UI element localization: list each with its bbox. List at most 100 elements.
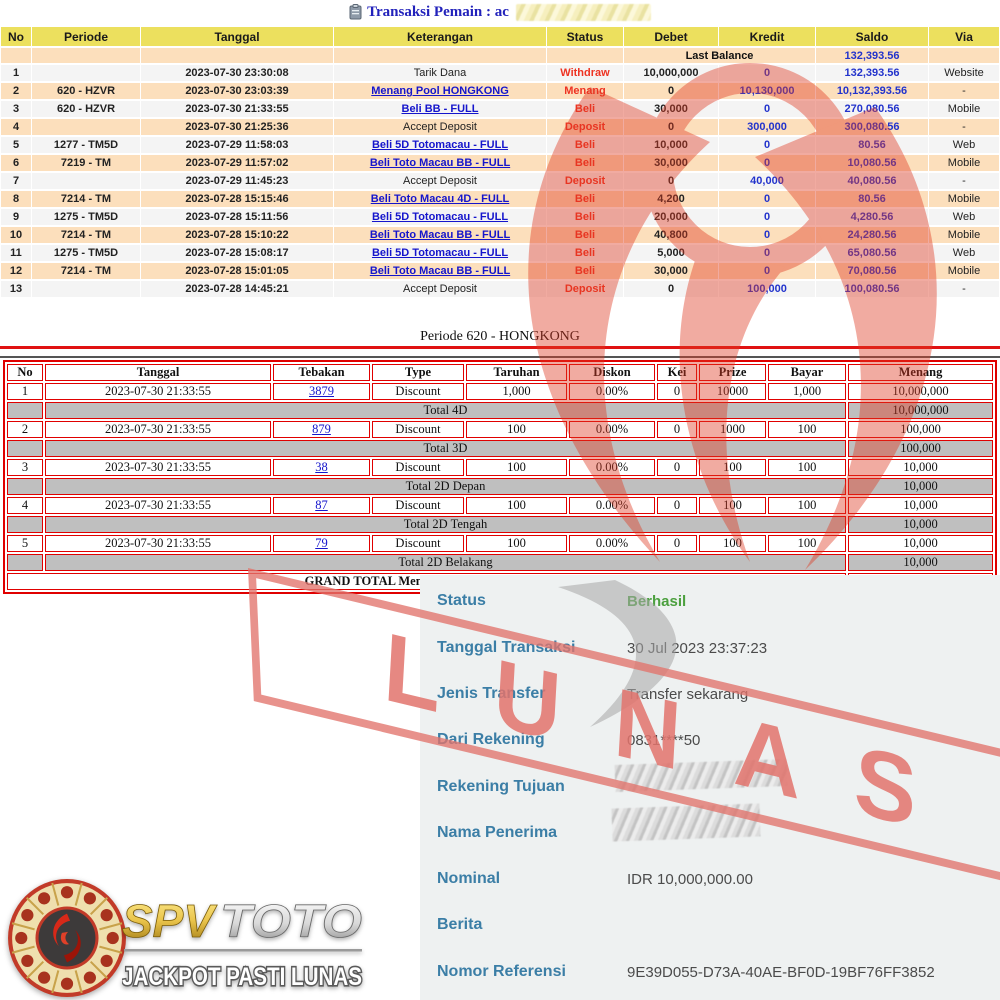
receipt-value: 0831****50 [627,732,701,749]
receipt-label: Berita [437,916,483,933]
tebakan-link[interactable]: 79 [315,536,328,550]
periode-caption: Periode 620 - HONGKONG [420,329,580,344]
receipt-row: Rekening Tujuan [420,778,1000,802]
last-balance-row: Last Balance 132,393.56 [1,48,999,63]
total-row: Total 2D Depan 10,000 [7,478,993,495]
col-via: Via [929,27,999,46]
receipt-label: Nominal [437,870,501,887]
receipt-row: Status Berhasil [420,592,1000,616]
col-tebakan: Tebakan [273,364,370,381]
status-cell: Withdraw [547,65,623,81]
tebakan-link[interactable]: 3879 [309,384,334,398]
keterangan-link[interactable]: Beli Toto Macau BB - FULL [369,229,511,241]
no-cell: 7 [1,173,31,189]
tanggal-cell: 2023-07-28 15:10:22 [141,227,333,243]
no-cell: 8 [1,191,31,207]
col-taruhan: Taruhan [466,364,567,381]
keterangan-link[interactable]: Beli 5D Totomacau - FULL [371,247,509,259]
col-type: Type [372,364,464,381]
debet-cell: 0 [624,281,718,297]
saldo-cell: 70,080.56 [816,263,928,279]
total-label: Total 2D Depan [45,478,846,495]
keterangan-cell: Menang Pool HONGKONG [334,83,546,99]
site-logo: SPV TOTO JACKPOT PASTI LUNAS [0,865,420,1000]
receipt-label: Dari Rekening [437,731,545,748]
last-balance-label: Last Balance [624,48,815,63]
col-tanggal: Tanggal [45,364,271,381]
tanggal-cell: 2023-07-28 15:08:17 [141,245,333,261]
keterangan-cell: Beli Toto Macau BB - FULL [334,227,546,243]
tebakan-link[interactable]: 879 [312,422,331,436]
tanggal-cell: 2023-07-29 11:57:02 [141,155,333,171]
tanggal-cell: 2023-07-30 21:33:55 [141,101,333,117]
debet-cell: 30,000 [624,155,718,171]
tebakan-link[interactable]: 87 [315,498,328,512]
periode-cell: 7214 - TM [32,263,140,279]
keterangan-link[interactable]: Beli 5D Totomacau - FULL [371,211,509,223]
receipt-label: Jenis Transfer [437,685,546,702]
no-cell: 2 [1,83,31,99]
periode-cell: 1275 - TM5D [32,209,140,225]
table-row: 13 2023-07-28 14:45:21 Accept Deposit Depos… [1,281,999,297]
detail-row: 4 2023-07-30 21:33:55 87 Discount 100 0.00% 0 1… [7,497,993,514]
total-value: 10,000 [848,554,993,571]
col-kei: Kei [657,364,697,381]
keterangan-link[interactable]: Beli Toto Macau 4D - FULL [370,193,510,205]
zodiac-animal-glyphs [15,886,119,990]
tanggal-cell: 2023-07-30 21:25:36 [141,119,333,135]
col-saldo: Saldo [816,27,928,46]
receipt-label: Tanggal Transaksi [437,639,576,656]
keterangan-cell: Beli Toto Macau BB - FULL [334,155,546,171]
status-cell: Menang [547,83,623,99]
debet-cell: 10,000,000 [624,65,718,81]
periode-cell [32,65,140,81]
kredit-cell: 0 [719,101,815,117]
total-row: Total 2D Tengah 10,000 [7,516,993,533]
via-cell: - [929,173,999,189]
via-cell: Web [929,137,999,153]
table-row: 2 620 - HZVR 2023-07-30 23:03:39 Menang Poo… [1,83,999,99]
red-divider [0,346,1000,349]
keterangan-link[interactable]: Beli 5D Totomacau - FULL [371,139,509,151]
status-cell: Beli [547,155,623,171]
keterangan-link[interactable]: Beli Toto Macau BB - FULL [369,265,511,277]
receipt-row: Nama Penerima [420,824,1000,848]
receipt-value: IDR 10,000,000.00 [627,871,753,888]
kredit-cell: 0 [719,65,815,81]
via-cell: Web [929,209,999,225]
tebakan-link[interactable]: 38 [315,460,328,474]
status-cell: Beli [547,101,623,117]
col-keterangan: Keterangan [334,27,546,46]
detail-row: 3 2023-07-30 21:33:55 38 Discount 100 0.00% 0 1… [7,459,993,476]
saldo-cell: 300,080.56 [816,119,928,135]
tanggal-cell: 2023-07-30 23:30:08 [141,65,333,81]
saldo-cell: 24,280.56 [816,227,928,243]
keterangan-link[interactable]: Menang Pool HONGKONG [371,85,509,97]
via-cell: Mobile [929,101,999,117]
keterangan-cell: Beli 5D Totomacau - FULL [334,245,546,261]
debet-cell: 4,200 [624,191,718,207]
receipt-label: Nama Penerima [437,824,558,841]
keterangan-cell: Beli BB - FULL [334,101,546,117]
total-label: Total 2D Tengah [45,516,846,533]
tanggal-cell: 2023-07-28 15:01:05 [141,263,333,279]
keterangan-link[interactable]: Beli Toto Macau BB - FULL [369,157,511,169]
periode-cell: 7219 - TM [32,155,140,171]
page-title-bar: Transaksi Pemain : ac [0,1,1000,23]
col-no: No [7,364,43,381]
col-tanggal: Tanggal [141,27,333,46]
receipt-row: Nomor Referensi 9E39D055-D73A-40AE-BF0D-1… [420,963,1000,987]
no-cell: 11 [1,245,31,261]
total-value: 10,000 [848,516,993,533]
periode-cell: 620 - HZVR [32,101,140,117]
keterangan-cell: Accept Deposit [334,281,546,297]
total-label: Total 2D Belakang [45,554,846,571]
periode-cell: 7214 - TM [32,191,140,207]
keterangan-link[interactable]: Beli BB - FULL [401,103,479,115]
kredit-cell: 300,000 [719,119,815,135]
status-cell: Deposit [547,119,623,135]
debet-cell: 30,000 [624,263,718,279]
saldo-cell: 65,080.56 [816,245,928,261]
table-row: 12 7214 - TM 2023-07-28 15:01:05 Beli Toto … [1,263,999,279]
total-value: 100,000 [848,440,993,457]
